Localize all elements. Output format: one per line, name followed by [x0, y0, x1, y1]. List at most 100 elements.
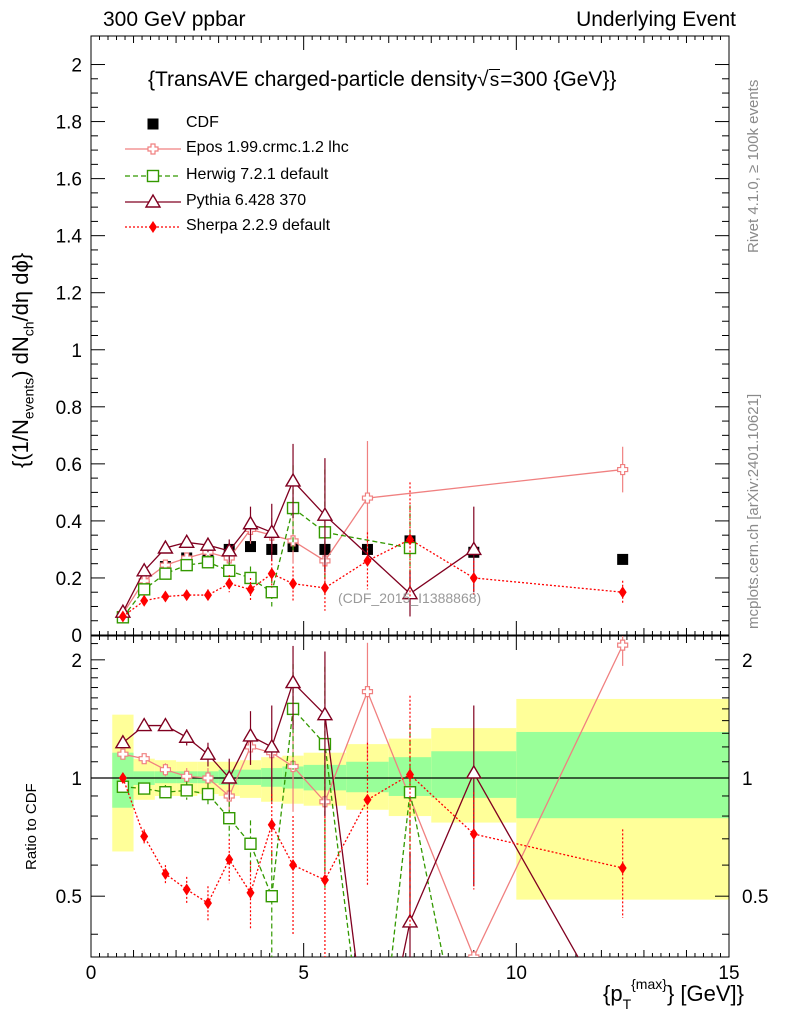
y-tick-label-main: 1 — [71, 341, 82, 362]
main-point-sherpa — [289, 577, 298, 590]
y-axis-label-main: {(1/Nevents) dNch/dη dϕ} — [8, 253, 36, 468]
ratio-point-sherpa — [140, 830, 149, 843]
ratio-point-pythia — [221, 769, 238, 784]
ratio-point-pythia — [586, 976, 600, 988]
ratio-point-sherpa — [469, 828, 478, 841]
ratio-point-sherpa — [225, 853, 234, 866]
ratio-point-herwig — [137, 782, 151, 795]
main-point-pythia — [316, 506, 334, 521]
main-point-pythia — [178, 533, 195, 548]
main-point-cdf — [617, 553, 629, 565]
main-point-sherpa — [118, 610, 127, 623]
ratio-point-sherpa — [406, 768, 414, 781]
ratio-point-sherpa — [246, 886, 255, 899]
legend-marker-cdf — [147, 118, 159, 130]
main-point-sherpa — [320, 581, 329, 594]
y-tick-label-main: 1.6 — [56, 170, 82, 191]
main-point-sherpa — [618, 586, 627, 599]
y-tick-label-main: 0.2 — [56, 569, 82, 590]
ratio-point-herwig — [244, 837, 257, 850]
y-tick-label-ratio-left: 0.5 — [56, 887, 82, 908]
legend-marker-pythia — [144, 193, 162, 208]
ratio-point-epos — [468, 951, 480, 957]
legend-label-herwig: Herwig 7.2.1 default — [186, 166, 329, 183]
ratio-point-epos — [202, 772, 214, 784]
x-label-p: {p — [602, 981, 623, 1006]
legend-label-cdf: CDF — [186, 114, 219, 131]
mcplots-note: mcplots.cern.ch [arXiv:2401.10621] — [745, 393, 762, 629]
y-label-part3: /dη dϕ} — [8, 252, 33, 322]
ratio-point-pythia — [284, 674, 302, 689]
x-label-sub: T — [622, 996, 632, 1012]
plot-title-pre: {TransAVE charged-particle density — [148, 68, 478, 91]
y-tick-label-ratio-left: 2 — [71, 651, 82, 672]
main-point-pythia — [242, 515, 259, 530]
main-point-sherpa — [140, 594, 149, 607]
main-point-herwig — [180, 558, 193, 572]
ratio-point-sherpa — [320, 873, 329, 886]
y-axis-label-ratio: Ratio to CDF — [23, 783, 40, 870]
main-point-sherpa — [469, 571, 478, 584]
ratio-point-sherpa — [161, 867, 170, 880]
main-point-epos — [617, 463, 629, 476]
legend-marker-group-pythia — [144, 193, 162, 208]
y-label-sub1: events — [20, 377, 37, 420]
y-label-sub2: ch — [20, 321, 37, 337]
main-point-sherpa — [225, 577, 234, 590]
ratio-point-epos — [361, 685, 374, 698]
main-point-pythia — [263, 523, 280, 539]
ratio-point-sherpa — [267, 818, 276, 831]
ratio-point-pythia — [390, 976, 404, 988]
plot-title: {TransAVE charged-particle density√s=300… — [148, 68, 616, 92]
main-point-herwig — [137, 583, 151, 596]
main-series-pythia — [114, 443, 483, 618]
main-point-herwig — [159, 567, 172, 580]
ratio-point-epos — [117, 748, 129, 760]
y-label-part2: ) dN — [8, 336, 33, 378]
ratio-point-herwig — [265, 889, 278, 903]
y-tick-label-ratio-left: 1 — [71, 769, 82, 790]
ratio-point-herwig — [383, 978, 394, 989]
ratio-point-pythia — [157, 717, 174, 732]
ratio-line-herwig — [122, 707, 444, 957]
y-tick-label-ratio-right: 2 — [742, 651, 753, 672]
main-point-pythia — [284, 472, 302, 487]
main-point-sherpa — [203, 589, 212, 602]
y-tick-label-ratio-right: 0.5 — [742, 887, 768, 908]
ratio-line-sherpa — [122, 773, 623, 905]
main-point-sherpa — [363, 554, 372, 567]
ratio-point-epos — [159, 764, 172, 776]
main-point-pythia — [465, 541, 483, 556]
legend-label-epos: Epos 1.99.crmc.1.2 lhc — [186, 139, 349, 156]
legend-marker-group-herwig — [146, 169, 160, 183]
ratio-point-pythia — [178, 728, 195, 743]
main-point-pythia — [221, 542, 238, 557]
plot-title-sqrt: √ — [477, 68, 489, 91]
x-tick-label: 15 — [718, 963, 739, 984]
ratio-point-herwig — [201, 787, 215, 801]
x-label-rest: } [GeV]} — [666, 981, 744, 1006]
ratio-point-pythia — [316, 706, 334, 721]
ratio-point-pythia — [465, 764, 483, 779]
y-tick-label-main: 0 — [71, 626, 82, 647]
ratio-stat-band — [239, 769, 262, 785]
ratio-point-epos — [287, 760, 299, 773]
legend-label-sherpa: Sherpa 2.2.9 default — [186, 217, 331, 234]
header-right-label: Underlying Event — [576, 8, 736, 31]
main-point-sherpa — [406, 533, 414, 546]
ratio-point-pythia — [242, 727, 259, 742]
legend-marker-group-epos — [147, 143, 159, 155]
main-point-sherpa — [246, 583, 255, 596]
main-point-pythia — [401, 585, 419, 600]
ratio-point-pythia — [135, 717, 153, 732]
x-tick-label: 5 — [298, 963, 309, 984]
ratio-point-sherpa — [363, 793, 372, 806]
ratio-point-sherpa — [289, 859, 298, 872]
x-axis-label: {pT {max}} [GeV]} — [602, 976, 744, 1012]
y-tick-label-main: 1.8 — [56, 113, 82, 134]
main-point-epos — [361, 492, 374, 504]
header-left-label: 300 GeV ppbar — [103, 8, 246, 31]
main-point-sherpa — [182, 589, 191, 602]
y-tick-label-main: 0.4 — [56, 512, 83, 533]
ratio-point-epos — [181, 770, 193, 782]
